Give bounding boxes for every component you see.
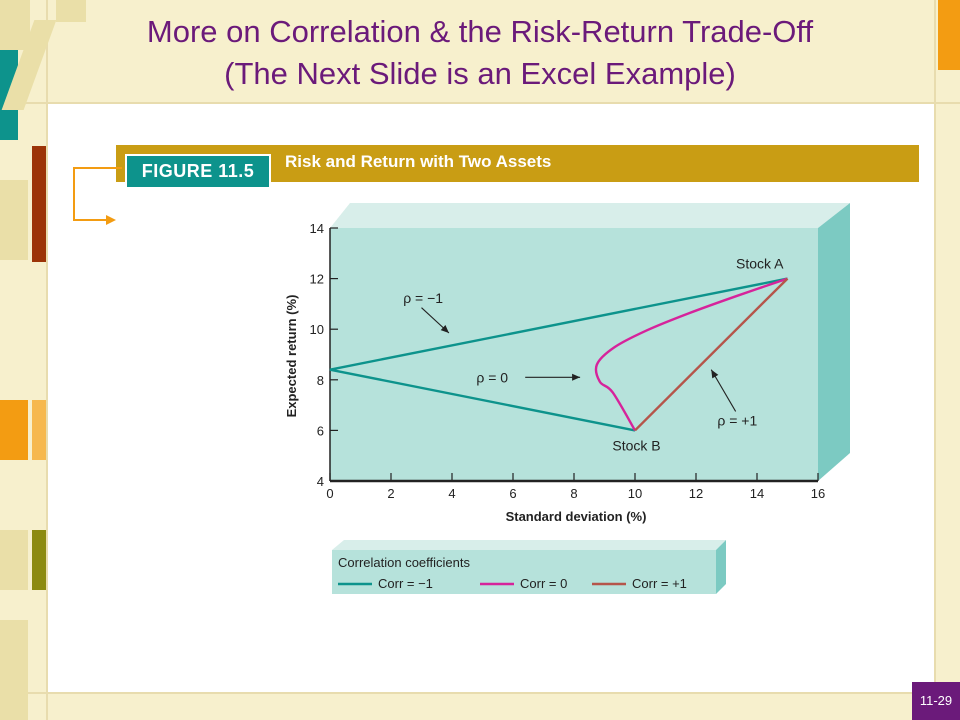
series-line-1 [594, 277, 788, 432]
annotation-layer: Stock A Stock B ρ = −1 ρ = 0 ρ = +1 [403, 256, 784, 454]
series-line-2 [634, 277, 789, 432]
annotation-label: ρ = −1 [403, 290, 443, 306]
deco-block [0, 0, 30, 50]
y-tick-label: 12 [310, 272, 324, 287]
chart-top-face [330, 203, 850, 228]
x-tick-label: 12 [689, 486, 703, 501]
legend-label: Corr = −1 [378, 576, 433, 591]
risk-return-chart: 0 2 4 6 8 10 12 14 16 4 6 8 10 12 14 Stock A Stock B ρ =… [284, 203, 850, 594]
legend-label: Corr = +1 [632, 576, 687, 591]
slide-title-line1: More on Correlation & the Risk-Return Tr… [146, 14, 814, 49]
annotation-arrowhead [711, 369, 719, 379]
annotation-arrowhead [440, 324, 449, 333]
chart-side-face [818, 203, 850, 481]
deco-block [32, 400, 46, 460]
x-tick-label: 8 [570, 486, 577, 501]
slide-title-line2: (The Next Slide is an Excel Example) [224, 56, 736, 91]
legend-label: Corr = 0 [520, 576, 567, 591]
y-axis-label: Expected return (%) [284, 295, 299, 418]
y-tick-label: 4 [317, 474, 324, 489]
figure-caption: Risk and Return with Two Assets [285, 152, 552, 171]
left-divider [46, 0, 48, 720]
x-tick-label: 0 [326, 486, 333, 501]
bracket-arrow-icon [73, 167, 122, 225]
header-divider [0, 102, 960, 104]
chart-axes: 0 2 4 6 8 10 12 14 16 4 6 8 10 12 14 [310, 221, 826, 501]
deco-block [0, 530, 28, 590]
right-divider [934, 0, 936, 720]
deco-block [938, 0, 960, 70]
legend-box [332, 550, 716, 594]
x-tick-label: 14 [750, 486, 764, 501]
annotation-label: Stock A [736, 256, 784, 272]
annotation-arrowhead [572, 373, 581, 381]
series-layer [329, 277, 789, 432]
annotation-label: ρ = 0 [476, 369, 508, 385]
annotation-arrow [710, 369, 737, 412]
legend-title: Correlation coefficients [338, 555, 470, 570]
x-axis-label: Standard deviation (%) [506, 509, 647, 524]
annotation-label: Stock B [612, 437, 660, 453]
slide-footer-band [0, 692, 960, 720]
deco-block [56, 0, 86, 22]
slide-right-band [936, 0, 960, 720]
slide-header-band [0, 0, 960, 104]
deco-block [32, 530, 46, 590]
legend-items: Corr = −1 Corr = 0 Corr = +1 [338, 576, 687, 591]
x-tick-label: 4 [448, 486, 455, 501]
y-tick-label: 6 [317, 423, 324, 438]
deco-block [32, 146, 46, 262]
series-line-0 [329, 277, 788, 432]
y-tick-label: 10 [310, 322, 324, 337]
legend-side-face [716, 540, 726, 594]
deco-block [0, 180, 28, 260]
deco-block [0, 400, 28, 460]
y-tick-label: 14 [310, 221, 324, 236]
y-tick-label: 8 [317, 373, 324, 388]
x-tick-label: 2 [387, 486, 394, 501]
page-number: 11-29 [912, 682, 960, 720]
figure-number-tag: FIGURE 11.5 [125, 154, 271, 189]
deco-block [0, 620, 28, 720]
x-tick-label: 6 [509, 486, 516, 501]
legend-top-face [332, 540, 726, 550]
annotation-label: ρ = +1 [717, 412, 757, 428]
x-tick-label: 10 [628, 486, 642, 501]
footer-divider [0, 692, 960, 694]
x-tick-label: 16 [811, 486, 825, 501]
